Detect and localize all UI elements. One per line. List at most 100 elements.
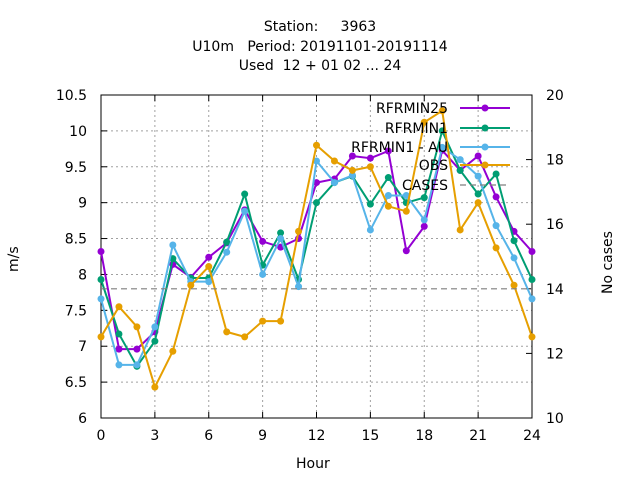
data-point-rfrmin1-au <box>277 235 285 243</box>
data-point-rfrmin25 <box>313 179 320 187</box>
data-point-rfrmin1-au <box>259 270 267 278</box>
x-tick-label: 9 <box>258 428 267 444</box>
legend-label-rfrmin25: RFRMIN25 <box>376 101 448 117</box>
data-point-rfrmin1 <box>492 170 500 178</box>
data-point-rfrmin1-au <box>456 156 464 164</box>
data-point-rfrmin1-au <box>366 226 374 234</box>
data-point-rfrmin25 <box>384 147 392 155</box>
data-point-rfrmin1-au <box>169 241 177 249</box>
y-tick-label: 8.5 <box>65 232 87 248</box>
data-point-obs <box>402 207 410 215</box>
y-tick-label: 10 <box>69 124 87 140</box>
y-tick-label: 6 <box>78 411 87 427</box>
legend-label-obs: OBS <box>419 158 448 174</box>
data-point-rfrmin25 <box>402 247 410 255</box>
data-point-rfrmin1 <box>438 127 446 135</box>
data-point-rfrmin1 <box>456 166 464 174</box>
data-point-rfrmin25 <box>348 152 356 160</box>
y-tick-label: 6.5 <box>65 375 87 391</box>
data-point-rfrmin1-au <box>402 191 410 199</box>
data-point-obs <box>366 163 374 171</box>
x-tick-label: 15 <box>361 428 379 444</box>
data-point-rfrmin1 <box>366 200 374 208</box>
legend-marker-rfrmin25 <box>481 104 489 112</box>
chart-title-line-3: Used 12 + 01 02 ... 24 <box>238 58 402 74</box>
x-tick-label: 0 <box>97 428 106 444</box>
data-point-rfrmin25 <box>528 247 536 255</box>
data-point-rfrmin1-au <box>438 143 446 151</box>
data-point-rfrmin25 <box>474 152 482 160</box>
data-point-rfrmin25 <box>366 154 374 162</box>
data-point-obs <box>330 157 338 165</box>
data-point-rfrmin1-au <box>474 172 482 180</box>
data-point-rfrmin1 <box>474 190 482 198</box>
y2-tick-label: 12 <box>546 346 564 362</box>
data-point-rfrmin25 <box>97 247 105 255</box>
data-point-rfrmin1 <box>151 337 159 345</box>
data-point-rfrmin1 <box>384 174 392 182</box>
legend-marker-obs <box>481 161 489 169</box>
y2-tick-label: 16 <box>546 217 564 233</box>
data-point-rfrmin1 <box>115 330 123 338</box>
x-tick-label: 12 <box>308 428 326 444</box>
data-point-obs <box>528 333 536 341</box>
y-tick-label: 7 <box>78 339 87 355</box>
data-point-rfrmin1 <box>528 275 536 283</box>
series-rfrmin1 <box>97 127 536 370</box>
data-point-rfrmin1 <box>223 238 231 246</box>
series-rfrmin1-au <box>97 143 536 369</box>
data-point-obs <box>420 118 428 126</box>
data-point-obs <box>97 333 105 341</box>
y-tick-label: 9.5 <box>65 160 87 176</box>
data-point-obs <box>151 383 159 391</box>
data-point-rfrmin1-au <box>492 222 500 230</box>
data-point-rfrmin25 <box>115 345 123 353</box>
data-point-obs <box>205 263 213 271</box>
y2-axis-title: No cases <box>600 231 616 294</box>
data-point-rfrmin25 <box>205 253 213 261</box>
data-point-rfrmin1-au <box>151 323 159 331</box>
y-tick-label: 10.5 <box>56 88 87 104</box>
data-point-rfrmin1-au <box>115 361 123 369</box>
series-group <box>97 107 536 391</box>
data-point-rfrmin1 <box>241 190 249 198</box>
x-tick-label: 3 <box>150 428 159 444</box>
data-point-obs <box>241 333 249 341</box>
data-point-obs <box>384 202 392 210</box>
legend-marker-rfrmin1-au <box>481 143 489 151</box>
y2-tick-label: 18 <box>546 153 564 169</box>
chart-title-line-2: U10m Period: 20191101-20191114 <box>192 39 448 55</box>
data-point-rfrmin1-au <box>510 254 518 262</box>
data-point-rfrmin1-au <box>223 248 231 256</box>
data-point-rfrmin1-au <box>313 157 320 165</box>
data-point-obs <box>510 281 518 289</box>
chart-title-line-1: Station: 3963 <box>263 19 377 35</box>
y2-tick-label: 10 <box>546 411 564 427</box>
data-point-obs <box>474 199 482 207</box>
data-point-obs <box>492 244 500 252</box>
x-tick-label: 24 <box>523 428 541 444</box>
legend-label-rfrmin1: RFRMIN1 <box>385 121 448 137</box>
data-point-obs <box>348 166 356 174</box>
data-point-obs <box>456 226 464 234</box>
data-point-obs <box>115 303 123 311</box>
y2-tick-label: 14 <box>546 282 564 298</box>
data-point-rfrmin1 <box>277 229 285 237</box>
data-point-rfrmin1-au <box>97 295 105 303</box>
data-point-rfrmin25 <box>492 193 500 201</box>
data-point-rfrmin1-au <box>133 361 141 369</box>
data-point-rfrmin25 <box>133 345 141 353</box>
data-point-obs <box>295 227 303 235</box>
data-point-rfrmin1-au <box>241 207 249 215</box>
y2-tick-label: 20 <box>546 88 564 104</box>
x-tick-label: 6 <box>204 428 213 444</box>
data-point-obs <box>187 281 195 289</box>
y-tick-label: 7.5 <box>65 303 87 319</box>
data-point-rfrmin1 <box>510 237 518 245</box>
data-point-rfrmin1-au <box>348 171 356 179</box>
data-point-rfrmin1-au <box>384 191 392 199</box>
data-point-rfrmin1 <box>420 194 428 202</box>
data-point-rfrmin1-au <box>528 295 536 303</box>
data-point-rfrmin25 <box>259 237 267 245</box>
